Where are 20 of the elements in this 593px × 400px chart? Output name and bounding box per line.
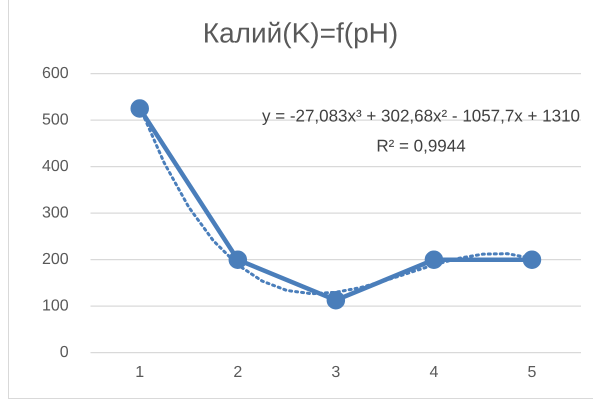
y-tick-label: 300 [42, 204, 69, 222]
x-tick-label: 2 [233, 364, 242, 381]
x-tick-label: 1 [135, 364, 144, 381]
annotation: y = -27,083x³ + 302,68x² - 1057,7x + 1310 [262, 106, 580, 126]
x-tick-label: 4 [429, 364, 438, 381]
chart-title: Калий(K)=f(pH) [202, 18, 398, 49]
y-tick-label: 400 [42, 158, 69, 176]
point [326, 290, 346, 310]
y-tick-label: 500 [42, 112, 69, 129]
point [228, 250, 248, 269]
annotation: R² = 0,9944 [376, 136, 466, 156]
x-tick-label: 5 [528, 364, 537, 381]
y-tick-label: 0 [60, 344, 69, 362]
y-tick-label: 200 [42, 251, 69, 268]
point [424, 250, 444, 269]
x-tick-label: 3 [331, 364, 340, 381]
y-tick-label: 100 [42, 298, 69, 315]
point [130, 99, 149, 118]
point [522, 250, 542, 269]
y-tick-label: 600 [42, 65, 69, 82]
